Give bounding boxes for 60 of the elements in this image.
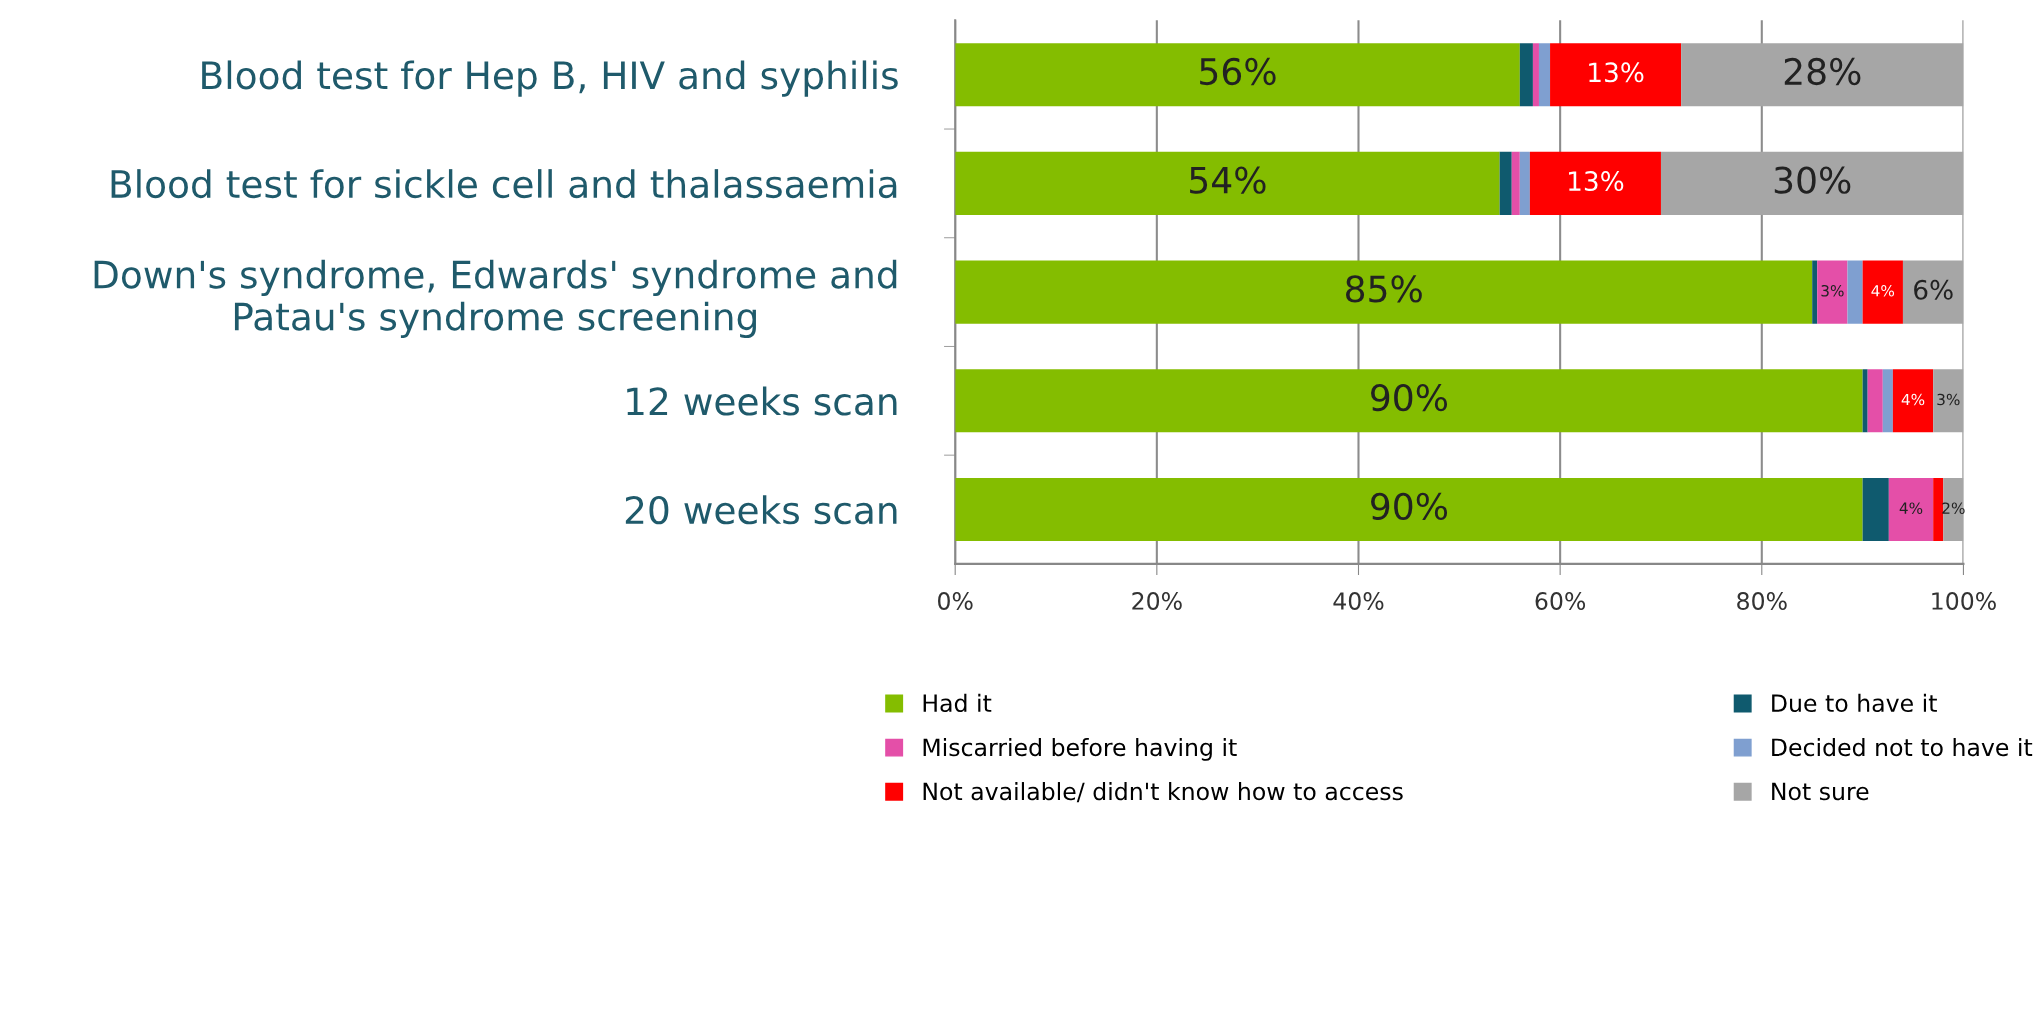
data-label: 30% xyxy=(1774,166,1851,194)
legend-label: Not available/ didn't know how to access xyxy=(923,782,1403,803)
bar xyxy=(1499,151,1512,215)
legend-label: Had it xyxy=(923,693,992,713)
bar xyxy=(955,43,1520,107)
x-tick-label: 40% xyxy=(1333,592,1384,610)
legend-label: Miscarried before having it xyxy=(923,737,1237,761)
bar xyxy=(1529,151,1661,215)
bar xyxy=(1550,43,1682,107)
x-tick-label: 60% xyxy=(1535,592,1586,610)
y-tick-label: Blood test for sickle cell and thalassaemia xyxy=(111,169,897,199)
bar xyxy=(1902,260,1964,324)
legend-label: Decided not to have it xyxy=(1772,737,2033,757)
bar xyxy=(1519,43,1533,107)
bar xyxy=(1817,260,1848,324)
data-label: 4% xyxy=(1871,284,1895,297)
bar xyxy=(1847,260,1863,324)
data-label: 56% xyxy=(1200,57,1276,86)
bar xyxy=(1681,43,1964,107)
y-tick-label: Blood test for Hep B, HIV and syphilis xyxy=(202,60,898,97)
bar xyxy=(1933,369,1964,433)
x-tick-label: 100% xyxy=(1932,592,1996,610)
data-label: 90% xyxy=(1371,383,1448,412)
legend-label: Due to have it xyxy=(1772,693,1937,713)
bar xyxy=(1862,478,1889,542)
y-tick-label: 20 weeks scan xyxy=(625,495,897,525)
data-label: 85% xyxy=(1346,275,1422,303)
x-tick-label: 80% xyxy=(1737,592,1787,610)
bar xyxy=(955,260,1813,324)
x-tick-label: 20% xyxy=(1132,592,1182,610)
bar xyxy=(1892,369,1934,433)
data-label: 6% xyxy=(1914,279,1953,300)
bar xyxy=(1862,260,1903,324)
bar xyxy=(1511,151,1520,215)
data-label: 4% xyxy=(1899,502,1923,514)
bar xyxy=(1532,43,1539,107)
x-tick-label: 0% xyxy=(938,592,973,610)
y-tick-label: Down's syndrome, Edwards' syndrome and Patau's syndrome screening xyxy=(94,259,897,338)
data-label: 3% xyxy=(1937,393,1960,406)
bar xyxy=(955,369,1863,433)
legend-label: Not sure xyxy=(1772,782,1869,801)
data-label: 13% xyxy=(1589,62,1644,83)
bar xyxy=(1862,369,1868,433)
data-label: 90% xyxy=(1371,492,1448,520)
data-label: 54% xyxy=(1190,166,1266,194)
bar xyxy=(1933,478,1944,542)
data-label: 4% xyxy=(1901,393,1925,406)
data-label: 3% xyxy=(1821,284,1844,297)
bar xyxy=(1660,151,1964,215)
y-tick-label: 12 weeks scan xyxy=(627,386,897,416)
data-label: 28% xyxy=(1784,57,1861,86)
bar xyxy=(1867,369,1883,433)
bar xyxy=(955,478,1863,542)
data-label: 13% xyxy=(1569,171,1624,192)
bar xyxy=(1812,260,1818,324)
bar xyxy=(1882,369,1893,433)
bar xyxy=(1519,151,1530,215)
bar xyxy=(1538,43,1551,107)
bar xyxy=(955,151,1500,215)
bar xyxy=(1888,478,1934,542)
